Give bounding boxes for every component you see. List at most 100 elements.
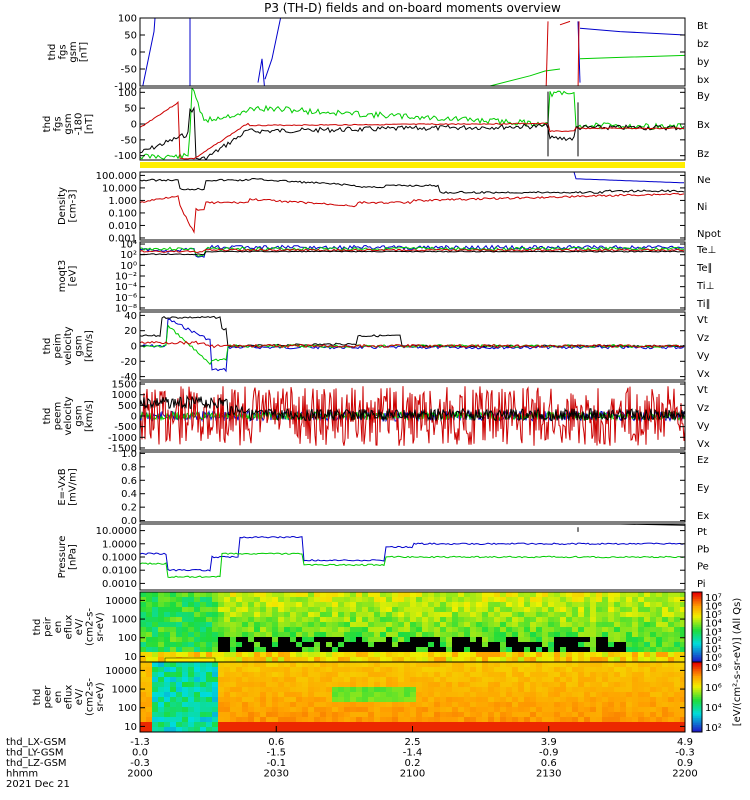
series-bx [142,18,156,86]
y-tick-label: -50 [121,65,137,76]
legend-ne: Ne [697,175,711,186]
y-axis-label: sr-eV) [95,682,106,711]
y-axis-label: -180 [74,113,85,136]
y-tick-label: 0.4 [121,489,137,500]
legend-bz: Bz [697,149,709,160]
series-bx [579,27,685,36]
x-tick-label: 2130 [536,769,561,780]
y-tick-label: 10 [124,652,137,663]
x-tick-label: 2000 [127,769,152,780]
y-axis-label: peem [53,402,64,430]
series-vz [140,386,685,446]
series-by [140,88,685,160]
panel-data-fgs2 [140,88,685,160]
y-axis-label: thd [42,338,53,355]
legend-ni: Ni [697,202,707,213]
colorbar-label: [eV/(cm²-s-sr-eV)] (All Qs) [732,598,743,727]
y-tick-label: -1000 [108,433,137,444]
legend-ti⊥: Ti⊥ [696,281,714,292]
y-tick-label: 50 [124,31,137,42]
series-by [489,68,561,86]
panel-frame [139,171,686,241]
x-tick-label: 2.5 [405,737,421,748]
legend-vz: Vz [697,403,709,414]
x-row-label: thd_LX-GSM [6,737,66,748]
y-axis-label: peim [53,333,64,358]
series-bx [257,58,265,86]
y-tick-label: 100 [118,14,137,25]
y-axis-label: [nT] [79,42,90,62]
y-axis-label: thd [32,619,43,636]
y-axis-label: peir [43,616,54,636]
legend-bt: Bt [697,21,708,32]
y-tick-label: -100 [114,82,137,93]
y-tick-label: 10 [124,722,137,733]
y-tick-label: 100 [118,703,137,714]
y-tick-label: 0.0 [121,516,137,527]
y-tick-label: 1.0 [121,449,137,460]
y-axis-label: thd [32,689,43,706]
colorbar-tick: 10⁰ [705,653,722,664]
y-tick-label: 0 [131,342,137,353]
panel-efield: 1.0 0.8 0.6 0.4 0.2 0.0 E=-VxB [mV/m] Ez Ey Ex [57,449,709,527]
x-tick-label: 0.0 [132,748,148,759]
colorbar-frame [691,661,703,733]
y-tick-label: 10000 [105,666,137,677]
y-axis-label: [km/s] [84,330,95,362]
panel-peer: 10000 1000 100 10 thd peer en eflux eV/(cm2-s-sr… [32,661,686,733]
legend-pb: Pb [697,544,709,555]
colorbar-tick: 10⁵ [705,610,722,621]
series-bz [559,20,571,26]
y-tick-label: 0.1000 [102,553,137,564]
y-axis-label: thd [42,116,53,133]
y-axis-label: velocity [63,326,74,365]
y-tick-label: 1500 [112,380,137,391]
y-tick-label: 20 [124,326,137,337]
legend-vy: Vy [697,351,710,362]
y-tick-label: 1000 [112,685,137,696]
y-axis-label: [cm-3] [68,189,79,222]
y-axis-label: gsm [74,405,85,426]
y-axis-label: (cm2-s- [85,608,96,646]
series-te-par [140,250,685,256]
y-axis-label: [nPa] [68,544,79,570]
x-tick-label: 0.6 [541,758,557,769]
y-tick-label: 10⁴ [120,240,137,251]
x-tick-label: 0.6 [268,737,284,748]
y-axis-label: [nT] [84,114,95,134]
y-tick-label: 0 [131,48,137,59]
colorbar-tick: 10¹ [705,644,722,655]
x-tick-label: -0.3 [675,748,695,759]
y-axis-label: gsm [68,41,79,62]
legend-te∥: Te∥ [696,263,713,274]
y-tick-label: 10.0000 [96,526,137,537]
y-axis-label: eflux [64,685,75,710]
legend-by: by [697,57,709,68]
y-tick-label: 0.6 [121,476,137,487]
colorbar-tick: 10² [705,636,722,647]
y-tick-label: 0 [131,120,137,131]
colorbar-tick: 10⁶ [705,602,722,613]
y-axis-label: fgs [53,116,64,131]
colorbar-tick: 10³ [705,627,722,638]
legend-pt: Pt [697,527,707,538]
series-bx [140,106,685,160]
x-axis: -1.30.0-0.320000.6-1.5-0.120302.5-1.40.2… [6,726,698,790]
series-vz [140,340,685,349]
y-axis-label: [eV] [68,266,79,287]
series-bx [264,18,282,80]
legend-vx: Vx [697,439,710,450]
x-tick-label: -0.1 [266,758,286,769]
y-tick-label: -100 [114,151,137,162]
series-vt [140,394,685,422]
panel-pressure: 10.0000 1.0000 0.1000 0.0100 0.0010 Pressure[… [57,523,709,591]
x-tick-label: 4.9 [677,737,693,748]
series-bz [545,21,549,86]
y-axis-label: gsm [63,113,74,134]
y-axis-label: moqt3 [57,260,68,293]
legend-vt: Vt [697,315,708,326]
x-row-label: hhmm [6,769,38,780]
x-tick-label: 0.2 [405,758,421,769]
